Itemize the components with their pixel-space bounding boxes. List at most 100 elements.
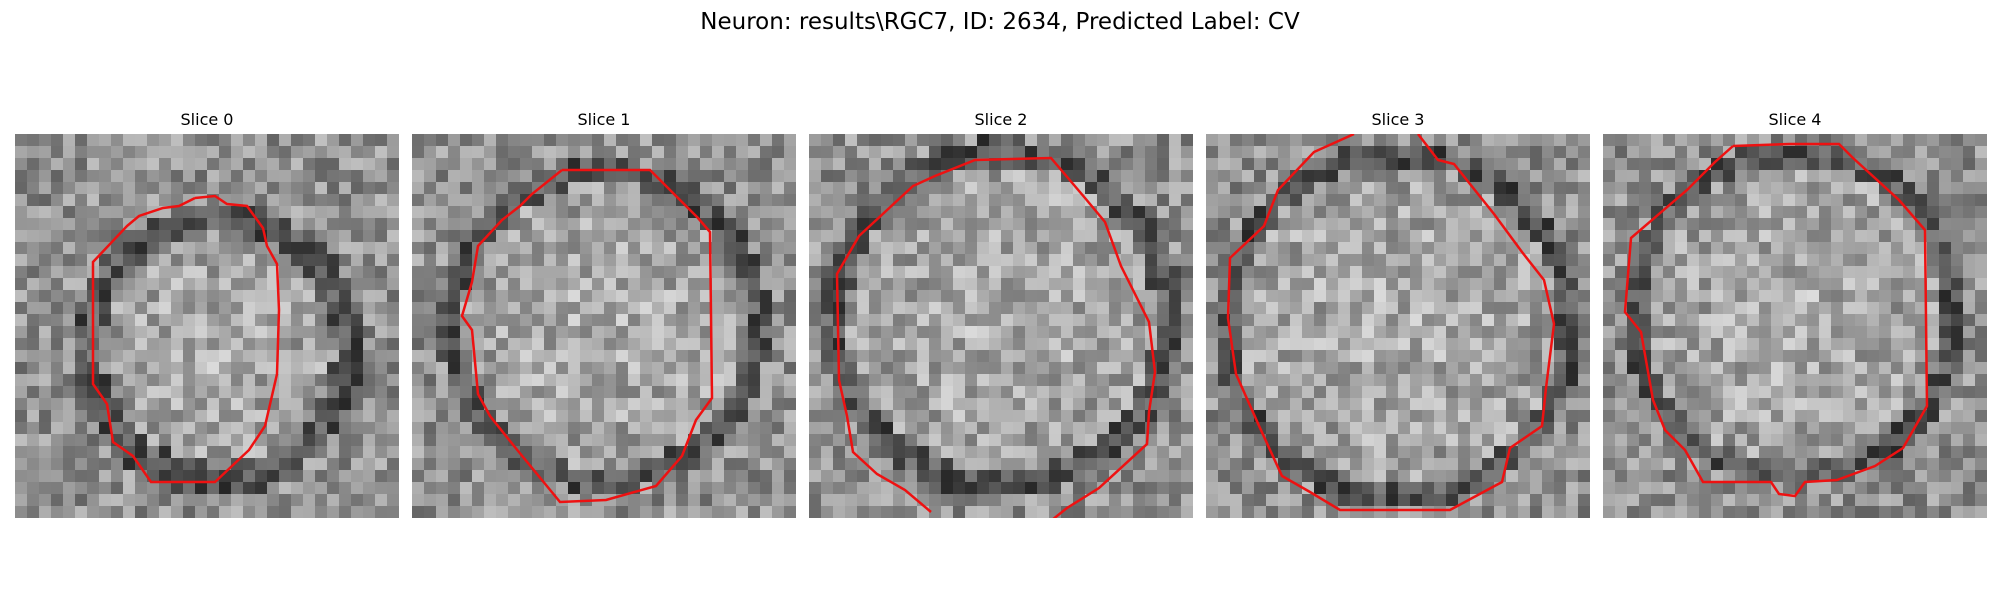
image-pixel xyxy=(1855,278,1868,291)
image-pixel xyxy=(592,266,605,279)
image-pixel xyxy=(580,290,593,303)
image-pixel xyxy=(1314,266,1327,279)
image-pixel xyxy=(580,158,593,171)
image-pixel xyxy=(1206,458,1219,471)
image-pixel xyxy=(857,278,870,291)
image-pixel xyxy=(255,398,268,411)
image-pixel xyxy=(821,374,834,387)
image-pixel xyxy=(1939,134,1952,147)
image-pixel xyxy=(1879,266,1892,279)
image-pixel xyxy=(1615,266,1628,279)
image-pixel xyxy=(1025,410,1038,423)
image-pixel xyxy=(965,326,978,339)
image-pixel xyxy=(520,170,533,183)
image-pixel xyxy=(592,374,605,387)
image-pixel xyxy=(1374,458,1387,471)
image-pixel xyxy=(1819,350,1832,363)
image-pixel xyxy=(231,470,244,483)
image-pixel xyxy=(1374,434,1387,447)
image-pixel xyxy=(1206,446,1219,459)
image-pixel xyxy=(1566,170,1579,183)
image-pixel xyxy=(87,410,100,423)
image-pixel xyxy=(1410,182,1423,195)
image-pixel xyxy=(1891,278,1904,291)
image-pixel xyxy=(1278,314,1291,327)
image-pixel xyxy=(556,218,569,231)
image-pixel xyxy=(604,398,617,411)
image-pixel xyxy=(688,170,701,183)
image-pixel xyxy=(893,302,906,315)
image-pixel xyxy=(1675,206,1688,219)
image-pixel xyxy=(1651,278,1664,291)
image-pixel xyxy=(772,302,785,315)
image-pixel xyxy=(291,494,304,507)
image-pixel xyxy=(640,386,653,399)
image-pixel xyxy=(1903,194,1916,207)
image-pixel xyxy=(1951,422,1964,435)
image-pixel xyxy=(424,194,437,207)
image-pixel xyxy=(1975,446,1987,459)
image-pixel xyxy=(833,206,846,219)
image-pixel xyxy=(111,338,124,351)
image-pixel xyxy=(1699,398,1712,411)
image-pixel xyxy=(1843,230,1856,243)
image-pixel xyxy=(1651,362,1664,375)
image-pixel xyxy=(1663,410,1676,423)
image-pixel xyxy=(1097,206,1110,219)
image-pixel xyxy=(363,434,376,447)
image-pixel xyxy=(243,266,256,279)
image-pixel xyxy=(953,458,966,471)
image-pixel xyxy=(1338,266,1351,279)
image-pixel xyxy=(1566,362,1579,375)
image-pixel xyxy=(255,134,268,147)
image-pixel xyxy=(75,170,88,183)
image-pixel xyxy=(1121,470,1134,483)
image-pixel xyxy=(1783,254,1796,267)
image-pixel xyxy=(243,422,256,435)
image-pixel xyxy=(736,494,749,507)
image-pixel xyxy=(1037,194,1050,207)
image-pixel xyxy=(1891,170,1904,183)
image-pixel xyxy=(917,290,930,303)
image-pixel xyxy=(1663,290,1676,303)
image-pixel xyxy=(1843,398,1856,411)
image-pixel xyxy=(809,434,822,447)
image-pixel xyxy=(1350,350,1363,363)
image-pixel xyxy=(75,314,88,327)
image-pixel xyxy=(520,422,533,435)
image-pixel xyxy=(520,494,533,507)
image-pixel xyxy=(1169,242,1182,255)
image-pixel xyxy=(351,314,364,327)
image-pixel xyxy=(1446,326,1459,339)
image-pixel xyxy=(1314,338,1327,351)
image-pixel xyxy=(1374,134,1387,147)
image-pixel xyxy=(941,350,954,363)
image-pixel xyxy=(1266,266,1279,279)
image-pixel xyxy=(135,146,148,159)
image-pixel xyxy=(1037,290,1050,303)
image-pixel xyxy=(652,434,665,447)
image-pixel xyxy=(1915,434,1928,447)
image-pixel xyxy=(1218,410,1231,423)
image-pixel xyxy=(267,134,280,147)
image-pixel xyxy=(315,434,328,447)
image-pixel xyxy=(243,470,256,483)
image-pixel xyxy=(436,350,449,363)
image-pixel xyxy=(1711,182,1724,195)
image-pixel xyxy=(1615,350,1628,363)
image-pixel xyxy=(1157,242,1170,255)
image-pixel xyxy=(1747,278,1760,291)
image-pixel xyxy=(1711,242,1724,255)
image-pixel xyxy=(604,302,617,315)
image-pixel xyxy=(387,158,399,171)
image-pixel xyxy=(387,410,399,423)
image-pixel xyxy=(1470,302,1483,315)
image-pixel xyxy=(363,134,376,147)
image-pixel xyxy=(351,266,364,279)
image-pixel xyxy=(1278,446,1291,459)
image-pixel xyxy=(676,158,689,171)
image-pixel xyxy=(207,494,220,507)
image-pixel xyxy=(1482,386,1495,399)
image-pixel xyxy=(760,170,773,183)
image-pixel xyxy=(748,206,761,219)
